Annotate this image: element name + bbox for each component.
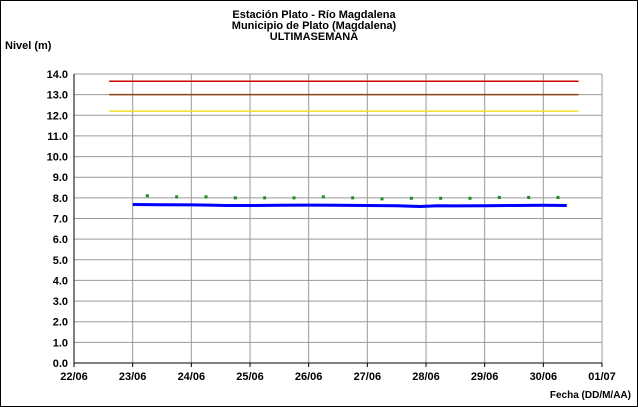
x-tick-label: 28/06 xyxy=(412,371,440,383)
y-tick-label: 14.0 xyxy=(47,69,68,81)
x-tick-label: 24/06 xyxy=(178,371,206,383)
reading-point xyxy=(351,196,355,200)
y-tick-label: 6.0 xyxy=(53,234,68,246)
reading-point xyxy=(556,195,560,199)
y-axis-label: Nivel (m) xyxy=(5,40,52,52)
y-tick-label: 4.0 xyxy=(53,275,68,287)
reading-point xyxy=(409,196,413,200)
level-series-line xyxy=(132,203,567,208)
y-tick-label: 10.0 xyxy=(47,152,68,164)
x-axis-label: Fecha (DD/M/AA) xyxy=(550,390,631,401)
y-tick-label: 1.0 xyxy=(53,337,68,349)
reading-point xyxy=(175,195,179,199)
reading-point xyxy=(145,194,149,198)
chart-title-line: ULTIMASEMANA xyxy=(270,31,358,43)
x-tick-label: 23/06 xyxy=(119,371,147,383)
x-tick-label: 01/07 xyxy=(588,371,616,383)
y-tick-label: 11.0 xyxy=(47,131,68,143)
x-tick-label: 29/06 xyxy=(471,371,499,383)
y-tick-label: 7.0 xyxy=(53,214,68,226)
x-tick-label: 22/06 xyxy=(60,371,88,383)
x-tick-label: 27/06 xyxy=(354,371,382,383)
reading-point xyxy=(439,196,443,200)
reading-point xyxy=(233,196,237,200)
y-tick-label: 13.0 xyxy=(47,90,68,102)
y-tick-label: 9.0 xyxy=(53,172,68,184)
y-tick-label: 8.0 xyxy=(53,193,68,205)
reading-point xyxy=(380,197,384,201)
x-tick-label: 25/06 xyxy=(236,371,264,383)
chart-title-line: Municipio de Plato (Magdalena) xyxy=(232,20,397,32)
reading-point xyxy=(204,195,208,199)
reading-point xyxy=(527,195,531,199)
y-tick-label: 2.0 xyxy=(53,317,68,329)
reading-point xyxy=(321,195,325,199)
y-tick-label: 12.0 xyxy=(47,110,68,122)
y-tick-label: 5.0 xyxy=(53,255,68,267)
x-tick-label: 26/06 xyxy=(295,371,323,383)
reading-point xyxy=(497,195,501,199)
chart-title-line: Estación Plato - Río Magdalena xyxy=(232,9,396,21)
x-tick-label: 30/06 xyxy=(530,371,558,383)
y-tick-label: 3.0 xyxy=(53,296,68,308)
reading-point xyxy=(292,196,296,200)
reading-point xyxy=(263,196,267,200)
y-tick-label: 0.0 xyxy=(53,358,68,370)
reading-point xyxy=(468,196,472,200)
